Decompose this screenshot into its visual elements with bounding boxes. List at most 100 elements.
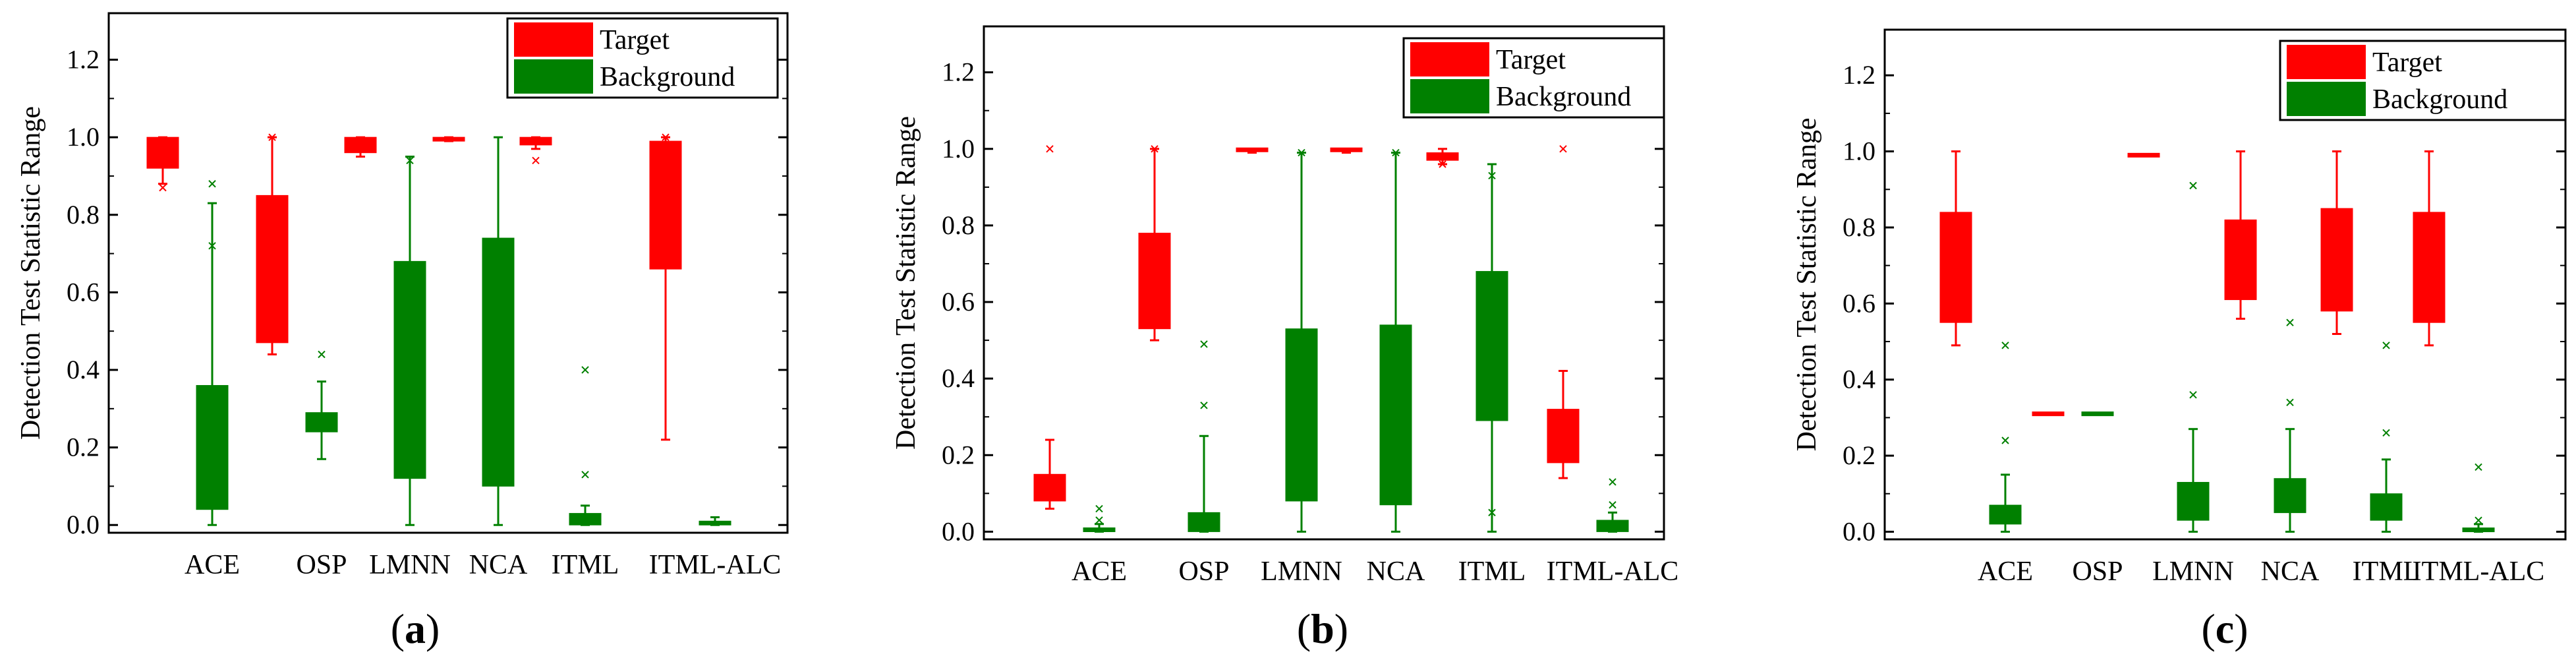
y-tick-label: 0.2 [1843,440,1875,470]
box-background-lmnn [393,156,426,526]
x-tick-label: NCA [1367,556,1425,587]
box-body [1285,328,1318,502]
outlier-marker [581,366,589,374]
panel-caption: (a) [391,605,440,652]
x-tick-label: ITML-ALC [2413,556,2545,587]
caption-close: ) [1334,605,1348,652]
outlier-marker [2001,342,2009,349]
box-background-itml [1475,163,1508,533]
box-background-itml [569,366,602,526]
outlier-marker [1559,145,1567,153]
box-background-osp [1188,340,1220,533]
legend-swatch-target [514,22,593,57]
box-body [2177,481,2210,521]
box-background-nca [482,136,515,526]
box-target-itml [519,136,552,165]
box-background-osp [305,350,338,460]
box-background-itml-alc [1596,478,1629,533]
box-background-itml-alc [699,516,731,526]
box-body [1236,147,1269,152]
box-body [305,412,338,433]
box-body [1379,324,1412,506]
panel-caption: (c) [2201,605,2248,652]
y-tick-label: 0.8 [942,210,975,240]
box-body [1426,152,1459,161]
outlier-marker [1151,145,1159,153]
x-tick-label: ITML-ALC [649,550,782,580]
box-target-itml-alc [649,133,682,441]
outlier-marker [2189,181,2197,190]
y-tick-label: 1.0 [67,122,100,152]
outlier-marker [2475,516,2482,524]
box-body [649,140,682,270]
box-body [569,513,602,525]
outlier-marker [2382,342,2390,349]
legend: Target Background [506,17,779,99]
caption-letter: c [2216,605,2234,652]
x-tick-label: NCA [469,550,528,580]
box-body [2413,212,2446,323]
outlier-marker [2001,436,2009,444]
box-background-ace [196,180,229,526]
caption-letter: b [1311,605,1334,652]
caption-open: ( [1297,605,1311,652]
y-tick-label: 1.0 [942,134,975,164]
box-body [344,136,377,154]
box-target-lmnn [1236,147,1269,154]
box-target-osp [2032,411,2065,417]
outlier-marker [1200,402,1208,409]
legend-swatch-background [1410,79,1489,113]
box-body [146,136,179,169]
box-body [1083,527,1116,532]
box-target-nca [2224,150,2257,320]
outlier-marker [406,156,414,165]
panel-caption: (b) [1297,605,1348,652]
box-target-osp [256,133,289,355]
outlier-marker [1298,148,1305,157]
y-tick-label: 0.4 [942,363,975,393]
plot-frame [1883,28,2567,541]
y-tick-label: 0.8 [1843,212,1875,242]
box-target-itml [1426,148,1459,168]
y-axis-label: Detection Test Statistic Range [891,116,921,450]
caption-close: ) [2234,605,2248,652]
legend-label: Background [1496,82,1631,112]
caption-close: ) [426,605,440,652]
box-body [482,237,515,487]
outlier-marker [532,156,540,165]
legend-swatch-target [2287,45,2366,79]
box-body [519,136,552,146]
y-tick-label: 0.6 [942,287,975,316]
y-tick-label: 1.0 [1843,136,1875,166]
box-body [1939,212,1972,323]
box-target-lmnn [344,136,377,158]
outlier-marker [1488,171,1496,180]
x-tick-label: ITML [552,550,619,580]
outlier-marker [1609,501,1617,509]
x-tick-label: ITML [2353,556,2420,587]
x-tick-label: OSP [2072,556,2123,587]
chart-panel-c: 0.0 0.2 0.4 0.6 0.8 1.0 1.2 Detection Test Stat… [1792,28,2567,652]
box-target-ace [1033,145,1066,510]
box-body [1330,147,1363,152]
box-body [2127,152,2160,158]
box-target-osp [1138,145,1171,342]
outlier-marker [159,183,167,192]
box-target-itml-alc [2413,150,2446,347]
box-body [2320,208,2353,312]
box-background-ace [1989,342,2022,533]
box-background-nca [1379,148,1412,533]
y-tick-label: 0.4 [1843,365,1875,394]
box-target-ace [146,136,179,192]
y-tick-label: 0.6 [67,277,100,307]
legend-label: Target [2372,47,2442,78]
outlier-marker [2189,391,2197,399]
box-body [1138,233,1171,330]
outlier-marker [318,350,326,359]
chart-panel-b: 0.0 0.2 0.4 0.6 0.8 1.0 1.2 Detection Test Stat… [891,25,1678,652]
box-body [2370,493,2403,521]
box-background-itml-alc [2462,463,2495,533]
legend: Target Background [2279,40,2567,121]
legend-swatch-target [1410,42,1489,76]
y-tick-label: 0.0 [1843,516,1875,546]
